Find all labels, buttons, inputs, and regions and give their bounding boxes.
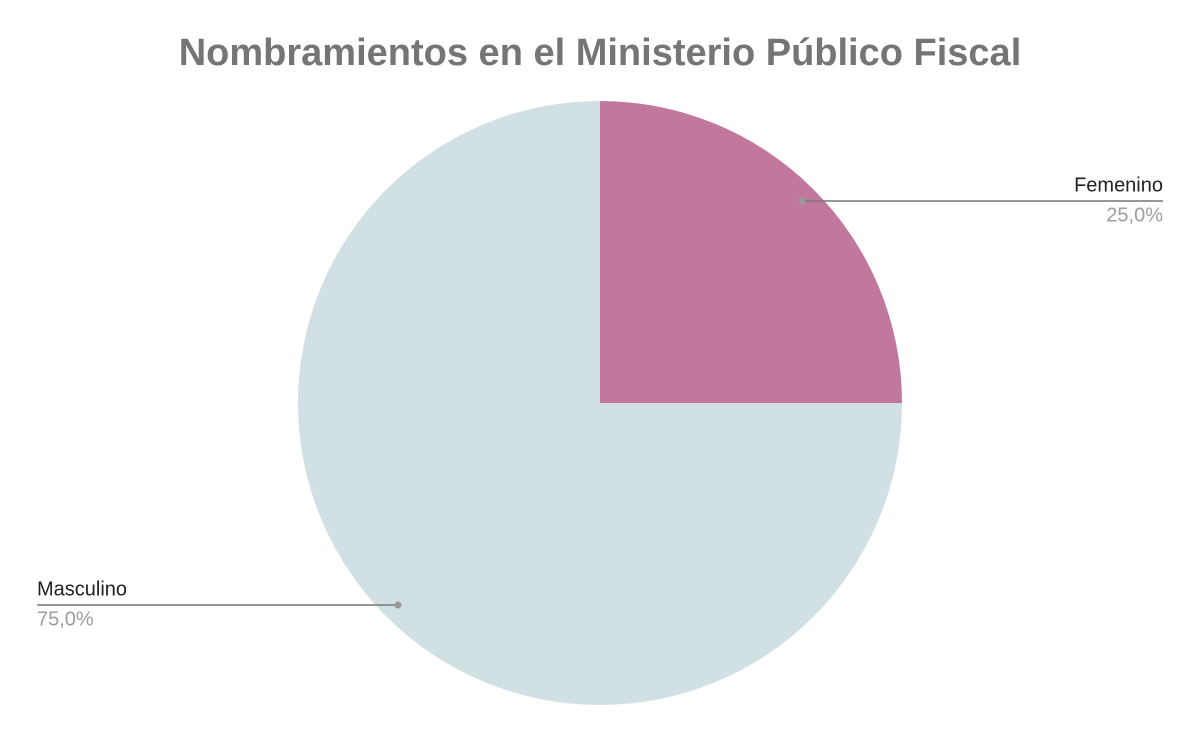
pie-slice [298, 101, 902, 705]
slice-value-label: 75,0% [37, 608, 94, 630]
slice-label: Masculino [37, 578, 127, 600]
slice-value-label: 25,0% [1106, 204, 1163, 226]
leader-dot [798, 197, 806, 205]
pie-slice [600, 101, 902, 403]
slice-label: Femenino [1074, 174, 1163, 196]
leader-dot [394, 601, 402, 609]
chart-title: Nombramientos en el Ministerio Público F… [179, 32, 1022, 74]
